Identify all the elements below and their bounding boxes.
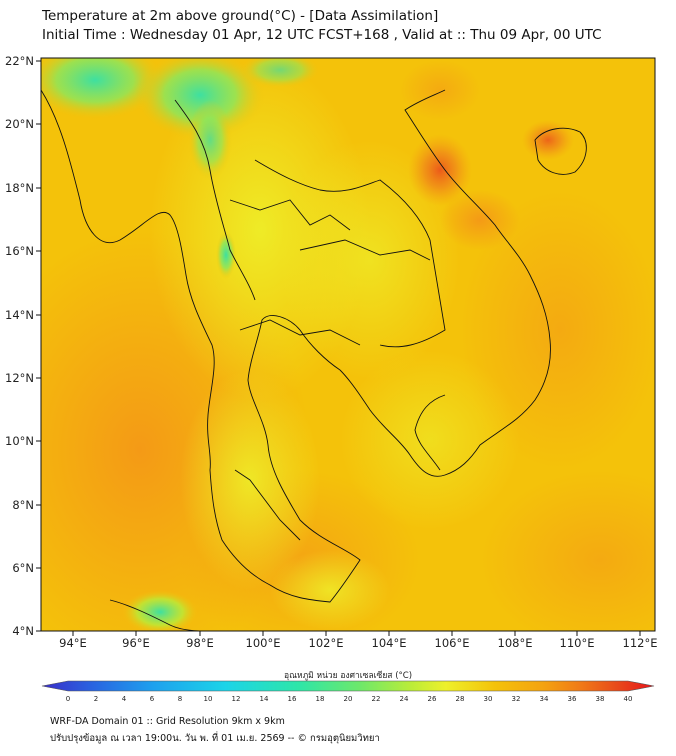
hainan-coastline (534, 127, 587, 175)
province-borders-northeast (299, 239, 431, 261)
colorbar-tick-label: 26 (428, 695, 437, 703)
lat-label: 22°N (5, 54, 34, 68)
cool-area-myanmar-north (135, 58, 265, 140)
lon-label: 106°E (435, 636, 470, 650)
colorbar-tick-label: 18 (316, 695, 325, 703)
colorbar-tick-label: 4 (122, 695, 127, 703)
lon-label: 112°E (623, 636, 658, 650)
hot-area-laos-vietnam (408, 134, 472, 206)
map-frame (40, 57, 656, 632)
lat-label: 10°N (5, 434, 34, 448)
colorbar-tick-label: 14 (260, 695, 269, 703)
lon-label: 104°E (372, 636, 407, 650)
colorbar-tick-label: 16 (288, 695, 297, 703)
malaysia-cool-area (270, 550, 390, 630)
lon-label: 94°E (59, 636, 87, 650)
warm-area-annamite (440, 190, 520, 250)
colorbar-tick-label: 0 (66, 695, 70, 703)
lat-label: 14°N (5, 308, 34, 322)
footer-update-info: ปรับปรุงข้อมูล ณ เวลา 19:00น. วัน พ. ที่… (50, 733, 380, 744)
cool-area-sumatra (122, 590, 198, 631)
cool-area-myanmar-ridge (188, 100, 232, 180)
map-subtitle-valid-time: Initial Time : Wednesday 01 Apr, 12 UTC … (42, 27, 602, 43)
lat-label: 12°N (5, 371, 34, 385)
footer-model-info: WRF-DA Domain 01 :: Grid Resolution 9km … (50, 716, 285, 727)
colorbar-tick-label: 38 (596, 695, 605, 703)
province-borders-south (234, 469, 301, 541)
colorbar-tick-label: 22 (372, 695, 381, 703)
cool-area-border-ridge (216, 231, 236, 279)
cool-area-northwest (41, 58, 165, 120)
colorbar-tick-label: 10 (204, 695, 213, 703)
province-borders-north (229, 199, 351, 231)
colorbar-bar (41, 680, 655, 692)
lon-label: 102°E (309, 636, 344, 650)
colorbar-tick-label: 8 (178, 695, 182, 703)
latitude-axis: 22°N 20°N 18°N 16°N 14°N 12°N 10°N 8°N 6… (5, 54, 41, 638)
colorbar-tick-label: 20 (344, 695, 353, 703)
lat-label: 4°N (12, 624, 34, 638)
cool-area-yunnan (240, 58, 320, 88)
lon-label: 100°E (246, 636, 281, 650)
myanmar-thailand-border (174, 99, 256, 301)
colorbar-tick-label: 2 (94, 695, 98, 703)
isan-land-cool (280, 140, 460, 380)
colorbar-tick-label: 32 (512, 695, 521, 703)
temperature-field (41, 58, 655, 631)
lat-label: 8°N (12, 498, 34, 512)
colorbar-tick-label: 34 (540, 695, 549, 703)
lat-label: 18°N (5, 181, 34, 195)
lon-label: 98°E (186, 636, 214, 650)
coastlines-and-borders (41, 89, 587, 631)
colorbar-tick-label: 28 (456, 695, 465, 703)
lon-label: 110°E (560, 636, 595, 650)
colorbar-tick-label: 24 (400, 695, 409, 703)
lat-label: 16°N (5, 244, 34, 258)
colorbar-tick-label: 12 (232, 695, 241, 703)
gulf-cool-area (340, 350, 520, 530)
colorbar-tick-label: 36 (568, 695, 577, 703)
colorbar-tick-label: 40 (624, 695, 633, 703)
lat-label: 6°N (12, 561, 34, 575)
colorbar: อุณหภูมิ หน่วย องศาเซลเซียส (°C) 0 2 4 6 8 10… (41, 670, 655, 703)
longitude-axis: 94°E 96°E 98°E 100°E 102°E 104°E 106°E 1… (59, 631, 657, 650)
mekong-delta-coastline (414, 394, 446, 471)
sea-warm-area (480, 470, 655, 631)
lon-label: 96°E (122, 636, 150, 650)
warm-area-tonkin (400, 60, 480, 120)
lat-label: 20°N (5, 117, 34, 131)
colorbar-tick-label: 30 (484, 695, 493, 703)
lon-label: 108°E (498, 636, 533, 650)
province-borders-central (239, 319, 361, 346)
mainland-coastline (41, 89, 551, 603)
colorbar-label: อุณหภูมิ หน่วย องศาเซลเซียส (°C) (284, 670, 412, 681)
hot-area-hainan (522, 120, 574, 160)
thailand-laos-border (254, 159, 446, 348)
colorbar-tick-label: 6 (150, 695, 155, 703)
colorbar-ticks: 0 2 4 6 8 10 12 14 16 18 20 22 24 26 28 30 32 34 36 38 40 (66, 695, 633, 703)
map-title: Temperature at 2m above ground(°C) - [Da… (42, 8, 439, 24)
